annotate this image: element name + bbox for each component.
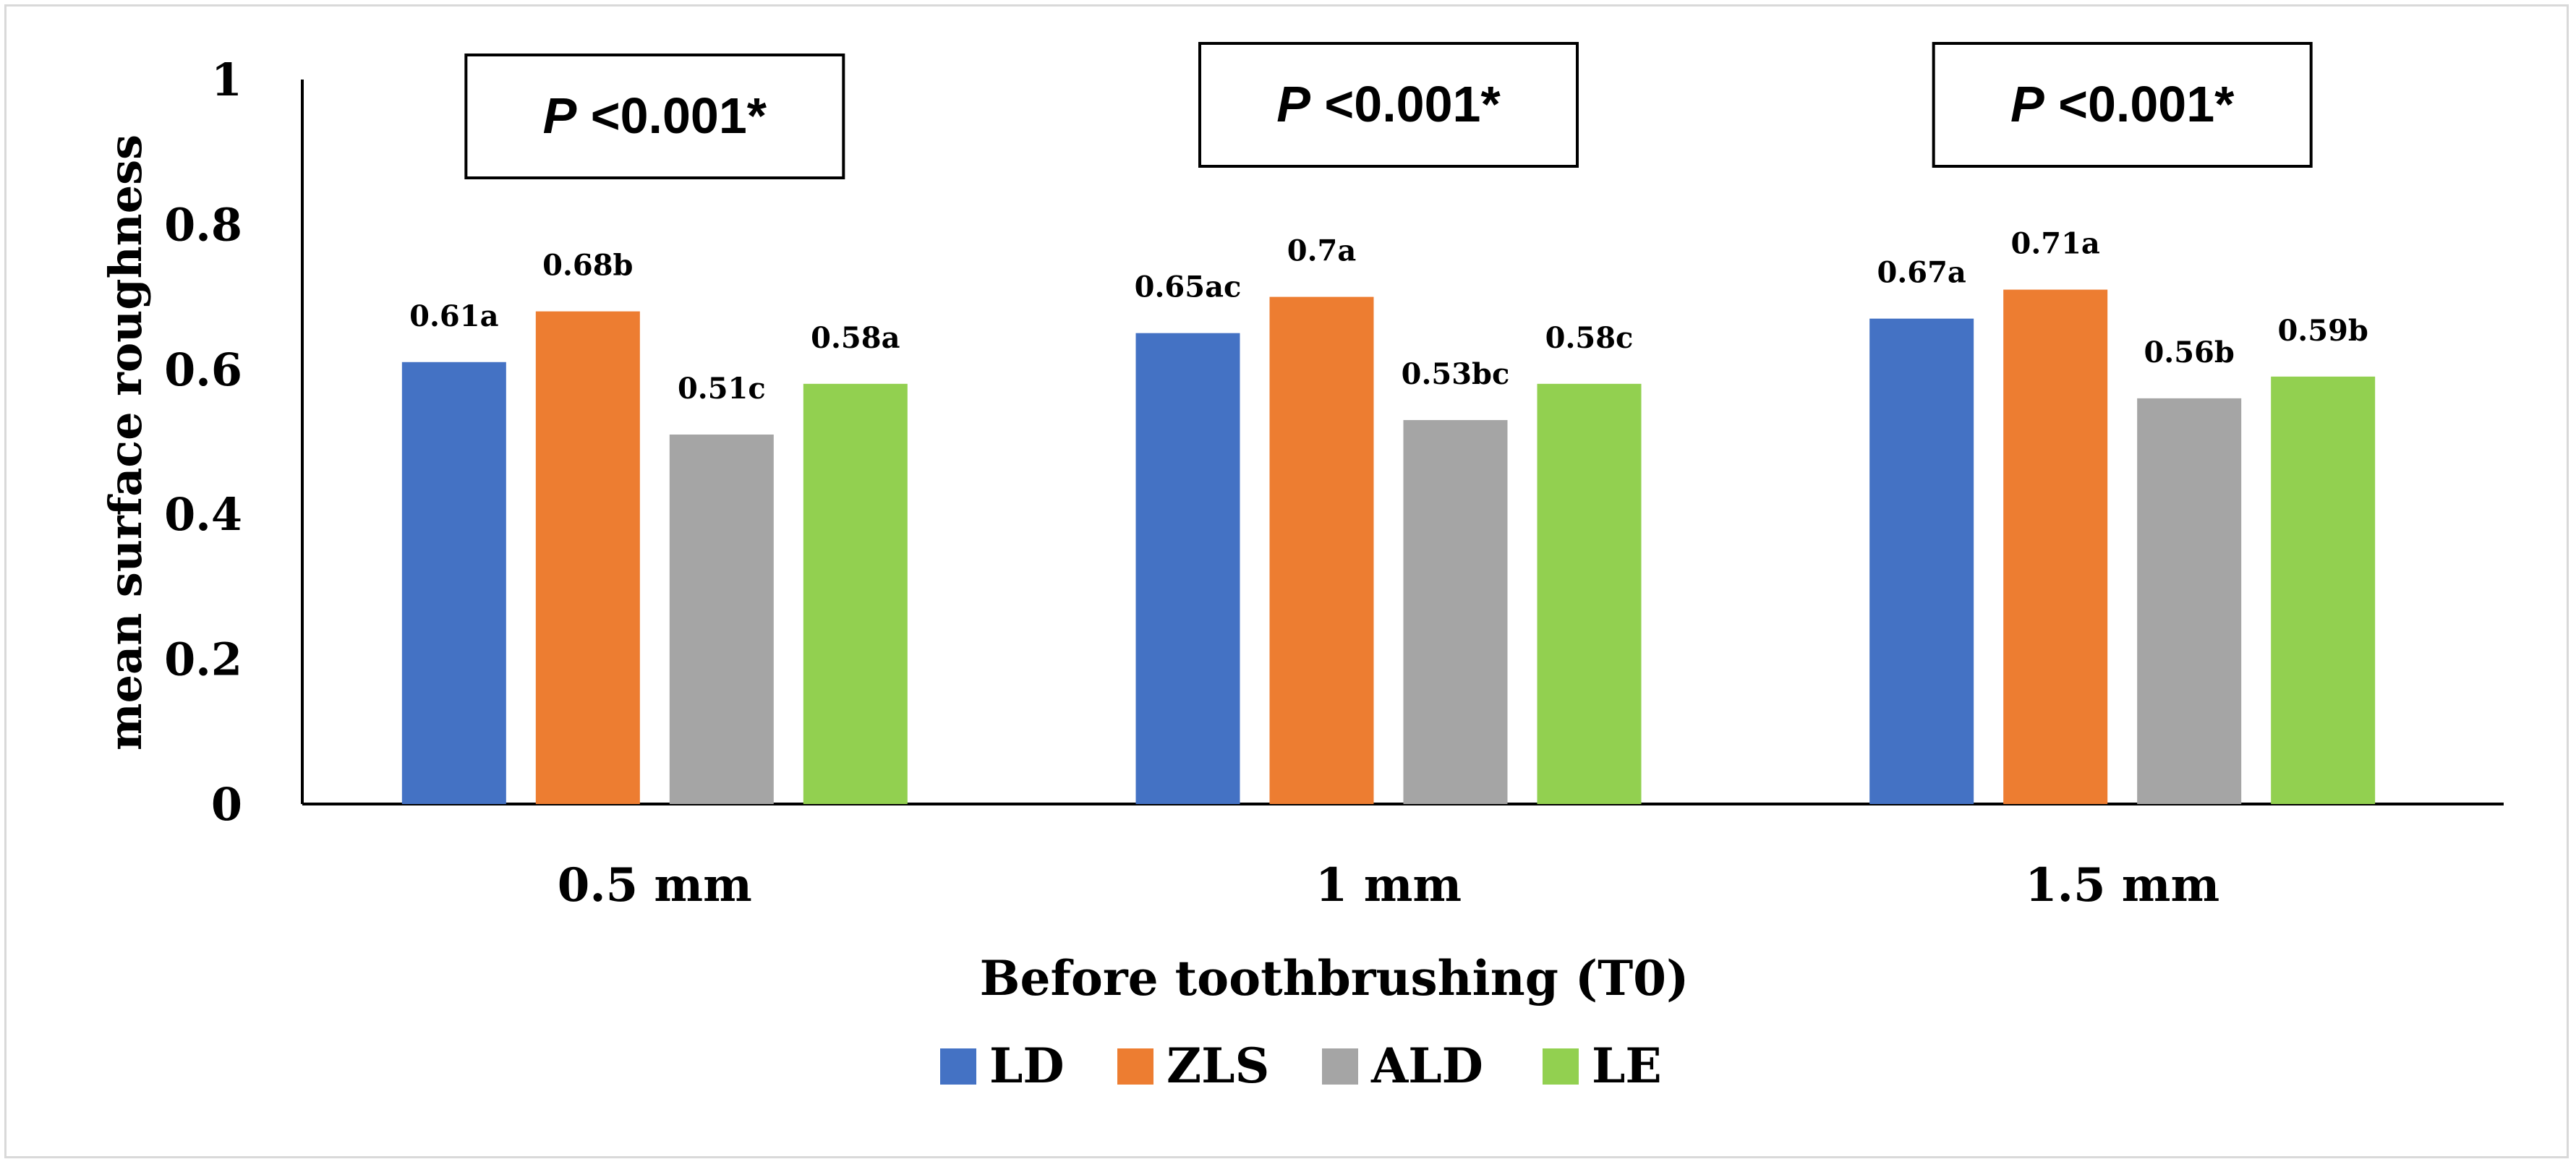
legend-label: LE [1592, 1038, 1662, 1094]
bar-le [2271, 376, 2376, 804]
data-label: 0.56b [2144, 335, 2234, 369]
data-labels: 0.61a 0.68b 0.51c 0.58a 0.65ac 0.7a 0.53bc 0.58… [409, 227, 2368, 406]
legend-item-zls: ZLS [1117, 1038, 1269, 1094]
bar-ald [1403, 419, 1508, 804]
data-label: 0.53bc [1402, 357, 1510, 391]
legend-item-ld: LD [940, 1038, 1065, 1094]
y-tick-label: 0.4 [164, 488, 242, 541]
x-tick-label: 1 mm [1315, 858, 1462, 912]
data-label: 0.58c [1545, 321, 1634, 355]
p-value-frame [1932, 42, 2313, 168]
bar-zls [535, 311, 640, 804]
y-tick-label: 0.8 [164, 198, 242, 251]
bar-zls [1269, 296, 1374, 805]
data-label: 0.61a [409, 299, 498, 333]
chart-frame [4, 4, 2569, 1158]
legend-swatch [940, 1048, 976, 1085]
data-label: 0.51c [678, 372, 766, 406]
x-tick-labels: 0.5 mm 1 mm 1.5 mm [558, 858, 2219, 912]
y-tick-label: 0 [211, 778, 242, 831]
data-label: 0.68b [542, 249, 633, 283]
p-value-text: P <0.001* [1276, 76, 1501, 132]
bar-ld [1869, 318, 1974, 804]
bar-zls [2003, 289, 2108, 805]
bars [401, 289, 2376, 805]
p-value-frame [464, 54, 845, 179]
legend-item-ald: ALD [1322, 1038, 1483, 1094]
y-tick-labels: 0 0.2 0.4 0.6 0.8 1 [164, 54, 242, 831]
bar-ld [401, 362, 506, 804]
p-value-box: P <0.001* [464, 54, 845, 179]
y-axis-label: mean surface roughness [99, 134, 152, 751]
legend-label: ALD [1370, 1038, 1483, 1094]
data-label: 0.7a [1287, 234, 1357, 268]
p-value-box: P <0.001* [1932, 42, 2313, 168]
legend-swatch [1322, 1048, 1358, 1085]
legend-swatch [1543, 1048, 1579, 1085]
legend-swatch [1117, 1048, 1153, 1085]
legend-label: LD [989, 1038, 1065, 1094]
legend-label: ZLS [1167, 1038, 1269, 1094]
p-value-annotations: P <0.001* P <0.001* P <0.001* [464, 42, 2313, 179]
bar-ald [669, 434, 774, 804]
p-value-frame [1198, 42, 1579, 168]
data-label: 0.59b [2277, 314, 2368, 348]
legend: LD ZLS ALD LE [940, 1038, 1662, 1094]
bar-ld [1135, 333, 1240, 804]
y-tick-label: 0.2 [164, 633, 242, 686]
bar-le [803, 383, 908, 804]
data-label: 0.65ac [1135, 270, 1242, 304]
p-value-text: P <0.001* [543, 87, 767, 144]
data-label: 0.58a [811, 321, 900, 355]
x-axis-label: Before toothbrushing (T0) [980, 950, 1689, 1006]
p-value-text: P <0.001* [2010, 76, 2235, 132]
axes [301, 80, 2504, 805]
bar-ald [2137, 398, 2242, 804]
legend-item-le: LE [1543, 1038, 1662, 1094]
p-value-box: P <0.001* [1198, 42, 1579, 168]
bar-le [1537, 383, 1642, 804]
y-tick-label: 0.6 [164, 343, 242, 396]
x-tick-label: 1.5 mm [2025, 858, 2219, 912]
x-tick-label: 0.5 mm [558, 858, 752, 912]
data-label: 0.71a [2010, 227, 2099, 261]
data-label: 0.67a [1877, 256, 1966, 290]
y-tick-label: 1 [211, 54, 242, 106]
